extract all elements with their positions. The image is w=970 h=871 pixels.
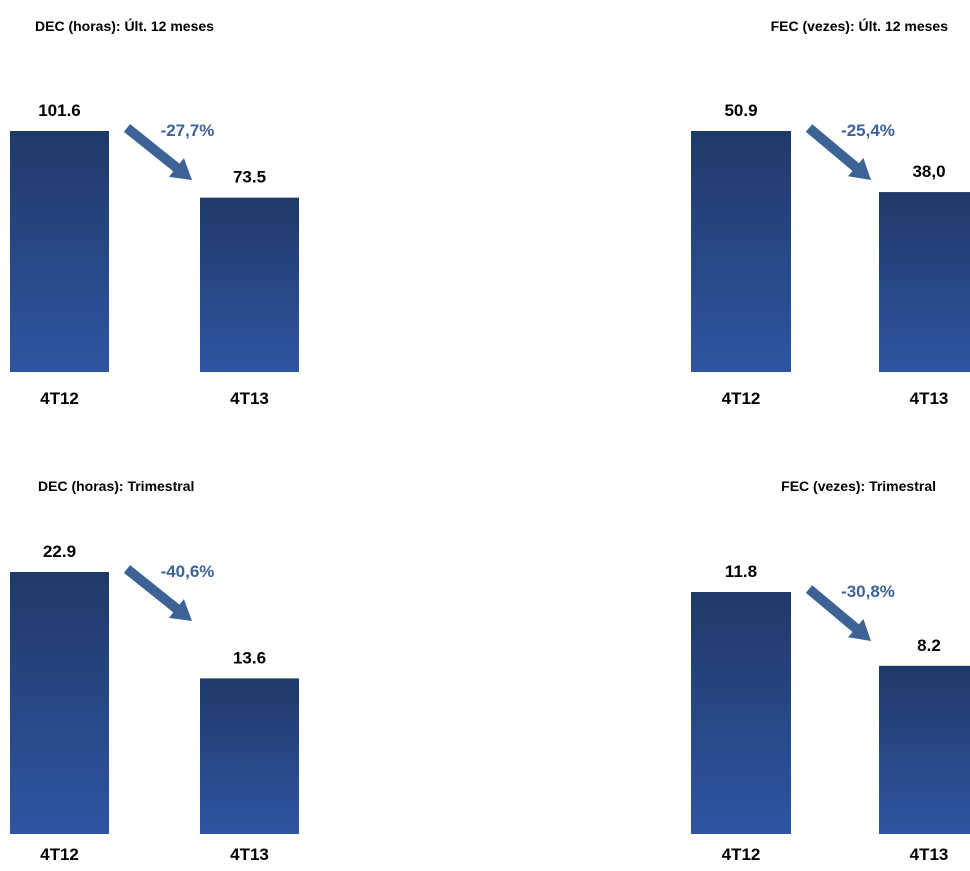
change-label: -25,4% [841, 121, 895, 140]
x-tick-label-4t13: 4T13 [910, 845, 949, 864]
x-tick-label-4t13: 4T13 [910, 389, 949, 408]
data-label-4t12: 101.6 [38, 101, 81, 120]
data-label-4t13: 8.2 [917, 636, 941, 655]
data-label-4t13: 13.6 [233, 648, 266, 667]
x-tick-label-4t13: 4T13 [230, 845, 269, 864]
bar-4t12 [691, 592, 791, 834]
decrease-arrow-icon [123, 565, 192, 621]
chart-title: DEC (horas): Trimestral [38, 478, 194, 494]
decrease-arrow-icon [805, 585, 871, 641]
chart-fec-12-meses: FEC (vezes): Últ. 12 meses 50.9 38,0 4T1… [691, 17, 970, 408]
bar-4t13 [879, 192, 970, 372]
x-tick-label-4t12: 4T12 [40, 389, 79, 408]
data-label-4t13: 38,0 [912, 162, 945, 181]
data-label-4t12: 22.9 [43, 542, 76, 561]
bar-4t12 [10, 131, 109, 372]
x-tick-label-4t12: 4T12 [722, 389, 761, 408]
decrease-arrow-icon [123, 124, 192, 180]
change-label: -27,7% [161, 121, 215, 140]
chart-title: FEC (vezes): Trimestral [781, 478, 936, 494]
chart-fec-trimestral: FEC (vezes): Trimestral 11.8 8.2 4T12 4T… [691, 478, 970, 864]
chart-dec-12-meses: DEC (horas): Últ. 12 meses 101.6 73.5 4T… [10, 17, 299, 408]
data-label-4t13: 73.5 [233, 168, 266, 187]
chart-title: DEC (horas): Últ. 12 meses [35, 17, 214, 34]
x-tick-label-4t12: 4T12 [722, 845, 761, 864]
change-label: -30,8% [841, 582, 895, 601]
bar-4t12 [691, 131, 791, 372]
decrease-arrow-icon [805, 124, 871, 180]
chart-title: FEC (vezes): Últ. 12 meses [771, 17, 949, 34]
x-tick-label-4t13: 4T13 [230, 389, 269, 408]
bar-4t13 [200, 678, 299, 834]
bar-4t13 [879, 665, 970, 834]
x-tick-label-4t12: 4T12 [40, 845, 79, 864]
bar-4t12 [10, 572, 109, 834]
data-label-4t12: 11.8 [725, 562, 757, 581]
bar-4t13 [200, 197, 299, 372]
chart-dec-trimestral: DEC (horas): Trimestral 22.9 13.6 4T12 4… [10, 478, 299, 864]
change-label: -40,6% [161, 562, 215, 581]
data-label-4t12: 50.9 [724, 101, 757, 120]
